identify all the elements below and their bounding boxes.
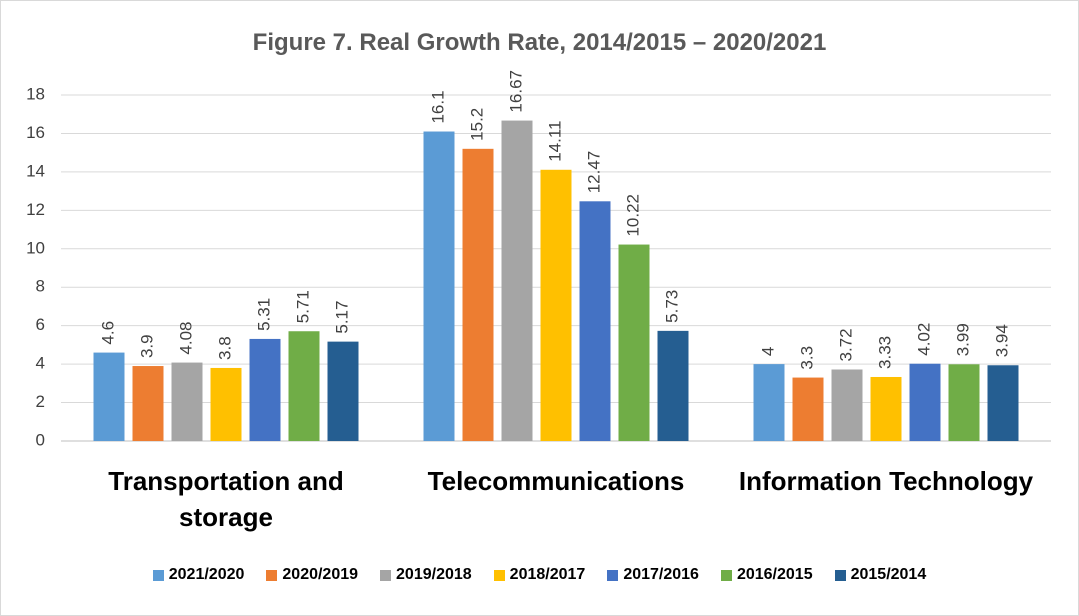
value-label: 3.8	[215, 336, 234, 360]
legend-item: 2015/2014	[834, 566, 927, 584]
bar	[93, 352, 125, 441]
bar	[909, 363, 941, 441]
legend-swatch	[607, 569, 619, 581]
bar	[132, 366, 164, 441]
legend-item: 2017/2016	[607, 566, 699, 584]
legend-swatch	[380, 569, 392, 581]
legend-item: 2020/2019	[266, 566, 358, 584]
legend-label: 2019/2018	[396, 566, 472, 583]
value-label: 3.72	[836, 328, 855, 361]
y-tick-label: 6	[36, 315, 45, 334]
value-label: 3.94	[992, 324, 1011, 357]
bar	[540, 169, 572, 441]
legend-item: 2016/2015	[720, 566, 813, 584]
value-label: 4.6	[98, 321, 117, 345]
value-label: 5.17	[332, 301, 351, 334]
x-tick-label: Telecommunications	[427, 466, 685, 496]
legend-swatch	[266, 569, 278, 581]
legend-swatch	[834, 569, 846, 581]
y-tick-label: 12	[26, 200, 45, 219]
legend-item: 2018/2017	[493, 566, 586, 584]
bar	[423, 131, 455, 441]
bar	[948, 364, 980, 441]
bar	[618, 244, 650, 441]
y-tick-label: 10	[26, 238, 45, 257]
chart-title: Figure 7. Real Growth Rate, 2014/2015 – …	[252, 29, 827, 56]
bar	[327, 341, 359, 441]
legend: 2021/2020 2020/2019 2019/2018 2018/2017 2017…	[1, 566, 1078, 584]
value-label: 5.73	[662, 290, 681, 323]
legend-swatch	[152, 569, 164, 581]
value-label: 5.71	[293, 290, 312, 323]
bar	[210, 367, 242, 441]
y-tick-label: 18	[26, 84, 45, 103]
value-label: 3.3	[797, 346, 816, 370]
bar	[792, 377, 824, 441]
bar	[987, 365, 1019, 441]
bar	[501, 120, 533, 441]
value-label: 3.99	[953, 323, 972, 356]
bar	[753, 364, 785, 441]
bar	[249, 338, 281, 441]
bar	[870, 376, 902, 441]
value-label: 4.02	[914, 323, 933, 356]
value-label: 4.08	[176, 321, 195, 354]
y-tick-label: 14	[26, 161, 45, 180]
y-tick-label: 4	[36, 354, 45, 373]
value-label: 5.31	[254, 298, 273, 331]
bar	[579, 201, 611, 441]
value-label: 16.1	[428, 90, 447, 123]
value-label: 12.47	[584, 151, 603, 194]
value-label: 16.67	[506, 70, 525, 113]
legend-label: 2017/2016	[623, 566, 699, 583]
legend-label: 2016/2015	[736, 566, 813, 583]
legend-label: 2020/2019	[282, 566, 359, 583]
legend-swatch	[720, 569, 732, 581]
y-tick-label: 0	[36, 430, 45, 449]
legend-label: 2018/2017	[509, 566, 586, 583]
bar	[462, 148, 494, 442]
value-label: 10.22	[623, 194, 642, 237]
value-label: 3.9	[137, 334, 156, 358]
legend-swatch	[493, 569, 505, 581]
legend-item: 2021/2020	[152, 566, 245, 584]
value-label: 4	[758, 347, 777, 356]
bar	[288, 331, 320, 441]
x-tick-label: Transportation and storage	[108, 466, 344, 532]
bar	[171, 362, 203, 441]
value-label: 3.33	[875, 336, 894, 369]
legend-item: 2019/2018	[380, 566, 472, 584]
value-label: 14.11	[545, 120, 564, 161]
legend-label: 2021/2020	[168, 566, 245, 583]
y-tick-label: 8	[36, 277, 45, 296]
value-label: 15.2	[467, 108, 486, 141]
bar	[657, 330, 689, 441]
legend-label: 2015/2014	[850, 566, 927, 583]
bar	[831, 369, 863, 441]
x-tick-label: Information Technology	[738, 466, 1034, 496]
y-tick-label: 16	[26, 123, 45, 142]
y-tick-label: 2	[36, 392, 45, 411]
